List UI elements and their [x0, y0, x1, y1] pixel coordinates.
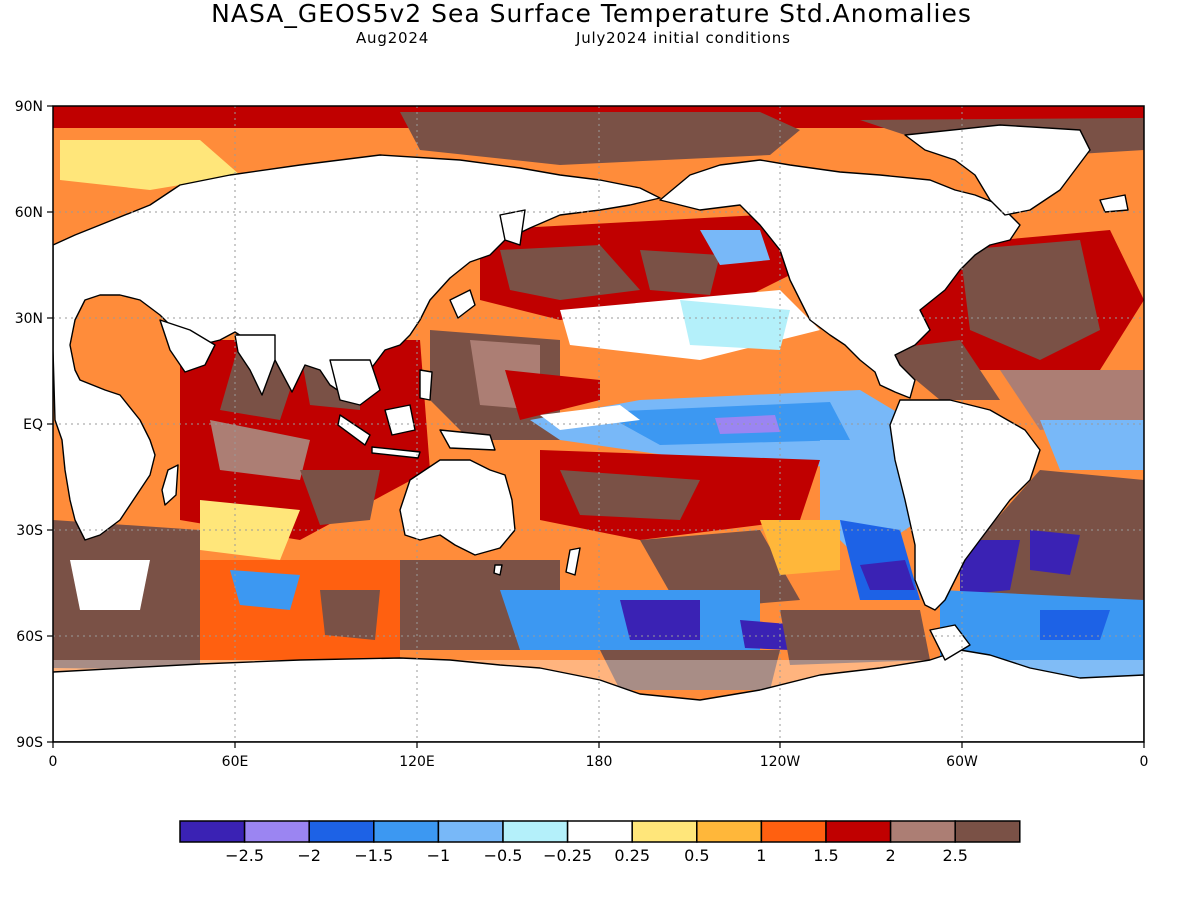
- landmass-indochina: [329, 359, 381, 406]
- anomaly-patch-indian-yellow: [200, 500, 300, 560]
- lat-label-60s: 60S: [16, 629, 43, 645]
- anomaly-patch-peru-darkblue: [860, 560, 915, 590]
- colorbar-tick-label: 2: [886, 846, 896, 865]
- anomaly-patch-ross-sea: [600, 650, 780, 690]
- landmass-north-america: [659, 159, 1021, 399]
- colorbar-swatch: [631, 820, 698, 843]
- anomaly-patch-satl-darkblue: [960, 540, 1020, 595]
- colorbar-swatch: [889, 820, 956, 843]
- lon-label-60e: 60E: [222, 754, 249, 770]
- anomaly-patch-cold-tongue-peak: [715, 415, 780, 434]
- colorbar-tick-label: −1: [427, 846, 451, 865]
- lat-label-30n: 30N: [15, 311, 43, 327]
- anomaly-patch-npac-brown-2: [640, 250, 720, 295]
- lon-label-120e: 120E: [399, 754, 435, 770]
- landmass-antarctic-peninsula: [929, 624, 971, 661]
- anomaly-patch-indian-lightbrown: [210, 420, 310, 480]
- anomaly-patch-drake-darkblue: [1040, 610, 1110, 640]
- anomaly-patch-indian-brown: [300, 470, 380, 525]
- latitude-labels: 90N 60N 30N EQ 30S 60S 90S: [15, 99, 43, 751]
- anomaly-patch-so-brown: [320, 590, 380, 640]
- landmass-new-guinea: [439, 429, 496, 451]
- colorbar-swatch: [373, 820, 440, 843]
- map-area: [53, 106, 1144, 742]
- colorbar-tick-label: 2.5: [942, 846, 967, 865]
- colorbar-tick-label: −2.5: [225, 846, 264, 865]
- anomaly-patch-arctic-brown: [400, 112, 800, 165]
- lon-label-120w: 120W: [760, 754, 801, 770]
- landmass-south-america: [889, 399, 1041, 611]
- landmass-new-zealand: [565, 547, 581, 576]
- forecast-month: Aug2024: [356, 29, 430, 47]
- landmass-antarctica: [53, 649, 1144, 742]
- colorbar-tick-label: 0.5: [684, 846, 709, 865]
- anomaly-patch-tropical-atl: [1000, 370, 1144, 430]
- anomaly-patch-atl-nino: [1040, 420, 1144, 470]
- longitude-labels: 0 60E 120E 180 120W 60W 0: [49, 754, 1149, 770]
- anomaly-patch-spac-brown: [560, 470, 700, 520]
- colorbar-tick-label: −2: [297, 846, 321, 865]
- colorbar-tick-label: −1.5: [354, 846, 393, 865]
- anomaly-patch-natl-brown: [960, 240, 1100, 360]
- lat-label-90n: 90N: [15, 99, 43, 115]
- lon-label-0-east: 0: [1140, 754, 1149, 770]
- colorbar-swatch: [825, 820, 892, 843]
- anomaly-patch-satl-darkblue-2: [1030, 530, 1080, 575]
- colorbar-tick-label: 1.5: [813, 846, 838, 865]
- landmass-java: [371, 446, 421, 459]
- lat-label-30s: 30S: [16, 523, 43, 539]
- colorbar-tick-label: 0.25: [614, 846, 650, 865]
- lon-label-180: 180: [586, 754, 613, 770]
- landmass-india: [234, 334, 276, 396]
- colorbar-swatch: [308, 820, 375, 843]
- anomaly-patch-wpac-red: [505, 370, 600, 420]
- axis-ticks: [47, 105, 1145, 748]
- colorbar: −2.5 −2 −1.5 −1 −0.5 −0.25 0.25 0.5 1 1.5 2 2.5: [179, 820, 1021, 865]
- landmass-sumatra: [337, 414, 371, 446]
- colorbar-swatch: [760, 820, 827, 843]
- anomaly-patch-npac-brown: [500, 245, 640, 300]
- colorbar-tick-label: 1: [756, 846, 766, 865]
- colorbar-swatch: [243, 820, 310, 843]
- landmass-tasmania: [493, 564, 503, 576]
- graticule: [53, 106, 1144, 742]
- landmass-borneo: [384, 404, 416, 436]
- landmass-eurasia-africa: [53, 154, 661, 541]
- colorbar-swatch: [696, 820, 763, 843]
- anomaly-patch-so-white: [70, 560, 150, 610]
- landmass-arabia: [159, 319, 216, 373]
- anomaly-patch-npac-lightblue: [680, 300, 790, 350]
- landmass-australia: [399, 459, 516, 556]
- anomaly-patch-amundsen: [780, 610, 930, 665]
- colorbar-swatch: [179, 820, 246, 843]
- colorbar-swatch: [566, 820, 633, 843]
- anomaly-patch-caribbean: [880, 340, 1000, 400]
- landmass-iceland: [1099, 194, 1129, 213]
- colorbar-swatch: [954, 820, 1021, 843]
- anomaly-patch-so-blue: [230, 570, 300, 610]
- colorbar-swatch: [437, 820, 504, 843]
- initial-conditions: July2024 initial conditions: [576, 29, 791, 47]
- anomaly-patch-gulf-alaska: [700, 230, 770, 265]
- landmass-madagascar: [161, 464, 179, 506]
- lat-label-90s: 90S: [16, 735, 43, 751]
- lon-label-0-west: 0: [49, 754, 58, 770]
- lat-label-eq: EQ: [23, 417, 43, 433]
- colorbar-tick-label: −0.25: [543, 846, 592, 865]
- colorbar-tick-label: −0.5: [484, 846, 523, 865]
- landmass-japan: [449, 289, 476, 319]
- anomaly-patch-so-darkblue: [620, 600, 700, 640]
- landmass-philippines: [419, 369, 433, 401]
- lat-label-60n: 60N: [15, 205, 43, 221]
- coastlines: [53, 124, 1144, 742]
- anomaly-patch-barents: [60, 140, 240, 190]
- colorbar-swatch: [502, 820, 569, 843]
- lon-label-60w: 60W: [946, 754, 978, 770]
- landmass-greenland: [904, 124, 1091, 216]
- map-title: NASA_GEOS5v2 Sea Surface Temperature Std…: [211, 0, 972, 28]
